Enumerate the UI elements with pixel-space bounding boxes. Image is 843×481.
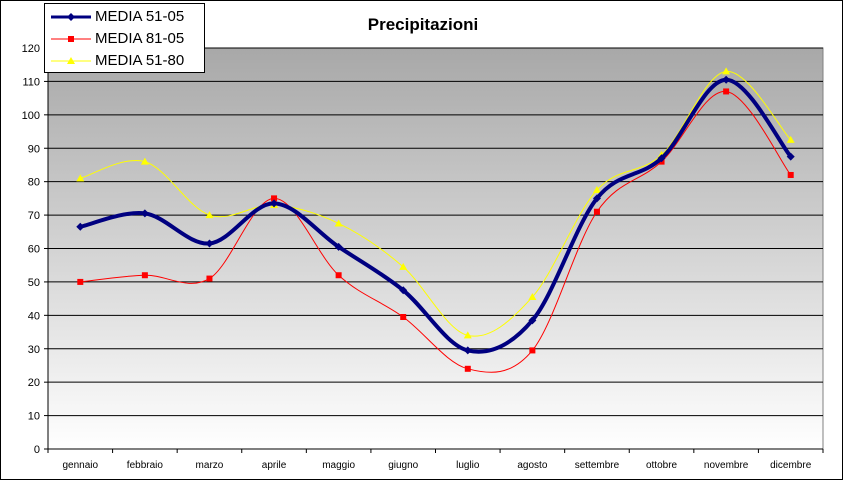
data-point xyxy=(270,199,279,208)
data-point xyxy=(399,286,408,295)
data-point xyxy=(141,272,148,279)
data-point xyxy=(528,316,537,325)
data-point xyxy=(334,242,343,251)
data-point xyxy=(592,186,601,194)
y-tick-label: 30 xyxy=(28,344,40,356)
legend-swatch-2 xyxy=(51,36,91,42)
legend-swatch-1 xyxy=(51,13,91,21)
x-tick-label: aprile xyxy=(262,460,287,471)
y-tick-label: 90 xyxy=(28,143,40,155)
legend-item-3: MEDIA 51-80 xyxy=(45,50,204,72)
legend-label-2: MEDIA 81-05 xyxy=(95,30,185,47)
data-point xyxy=(722,67,731,75)
x-tick-label: marzo xyxy=(196,460,224,471)
x-tick-label: febbraio xyxy=(127,460,164,471)
data-point xyxy=(787,171,794,178)
y-tick-label: 70 xyxy=(28,210,40,222)
legend-swatch-3 xyxy=(51,57,91,64)
x-tick-label: gennaio xyxy=(62,460,98,471)
data-point xyxy=(528,292,537,300)
x-tick-label: dicembre xyxy=(770,460,812,471)
data-point xyxy=(463,331,472,339)
x-axis: gennaio febbraio marzo aprile maggio giugno lu… xyxy=(47,448,824,471)
series-lines xyxy=(76,67,795,373)
data-point xyxy=(205,239,214,248)
y-tick-label: 60 xyxy=(28,244,40,256)
y-tick-label: 10 xyxy=(28,411,40,423)
data-point xyxy=(400,314,407,321)
y-tick-label: 40 xyxy=(28,310,40,322)
data-point xyxy=(140,209,149,218)
data-point xyxy=(722,75,731,84)
data-point xyxy=(657,154,666,163)
y-axis: 0 10 20 30 40 50 60 70 80 90 100 110 120 xyxy=(22,43,49,456)
legend-item-2: MEDIA 81-05 xyxy=(45,28,204,50)
chart-title: Precipitazioni xyxy=(368,15,479,34)
series-1 xyxy=(76,75,795,355)
data-point xyxy=(76,174,85,182)
data-point xyxy=(334,219,343,227)
data-point xyxy=(140,157,149,165)
data-point xyxy=(76,222,85,231)
legend-label-1: MEDIA 51-05 xyxy=(95,8,185,25)
data-point xyxy=(399,262,408,270)
y-tick-label: 80 xyxy=(28,177,40,189)
y-tick-label: 20 xyxy=(28,377,40,389)
legend-label-3: MEDIA 51-80 xyxy=(95,52,185,69)
y-tick-label: 50 xyxy=(28,277,40,289)
legend-item-1: MEDIA 51-05 xyxy=(45,6,204,28)
y-tick-label: 100 xyxy=(22,110,40,122)
data-point xyxy=(464,365,471,372)
data-point xyxy=(786,135,795,143)
y-tick-label: 120 xyxy=(22,43,40,55)
x-tick-label: settembre xyxy=(575,460,620,471)
x-tick-label: maggio xyxy=(322,460,355,471)
data-point xyxy=(205,211,214,219)
data-point xyxy=(335,272,342,279)
data-point xyxy=(271,195,278,202)
x-tick-label: novembre xyxy=(704,460,749,471)
data-point xyxy=(593,208,600,215)
data-point xyxy=(463,346,472,355)
x-tick-label: ottobre xyxy=(646,460,678,471)
x-tick-label: agosto xyxy=(517,460,547,471)
data-point xyxy=(592,194,601,203)
data-point xyxy=(206,275,213,282)
series-2 xyxy=(77,88,794,373)
x-tick-label: giugno xyxy=(388,460,418,471)
data-point xyxy=(723,88,730,95)
data-point xyxy=(529,347,536,354)
series-3 xyxy=(76,67,795,339)
x-tick-label: luglio xyxy=(456,460,480,471)
y-tick-label: 110 xyxy=(22,76,40,88)
gridlines xyxy=(48,47,823,417)
y-tick-label: 0 xyxy=(34,444,40,456)
data-point xyxy=(77,278,84,285)
data-point xyxy=(786,152,795,161)
legend: MEDIA 51-05 MEDIA 81-05 MEDIA 51-80 xyxy=(44,3,205,73)
